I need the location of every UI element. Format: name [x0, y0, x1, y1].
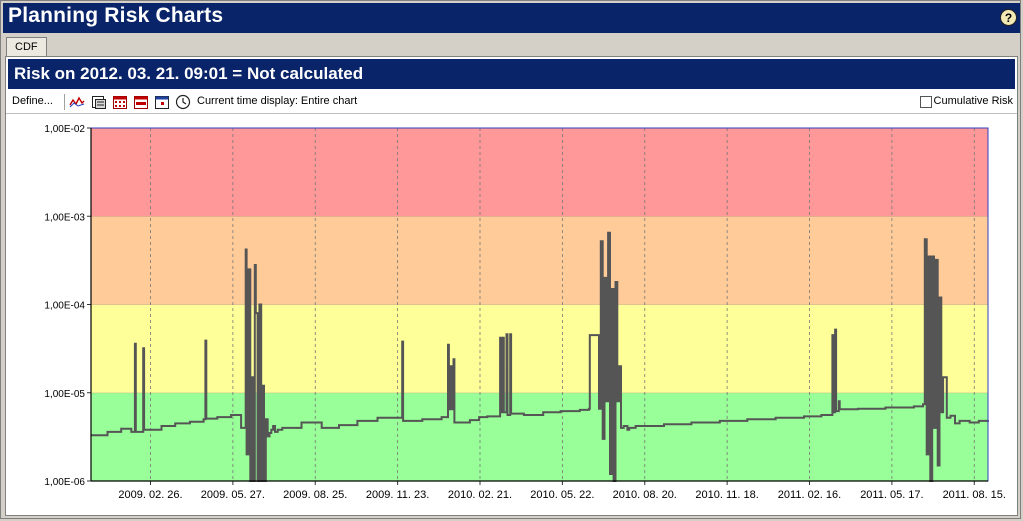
risk-header: Risk on 2012. 03. 21. 09:01 = Not calcul… [8, 59, 1015, 89]
x-tick-label: 2011. 02. 16. [778, 489, 841, 501]
line-chart-icon[interactable] [69, 94, 85, 110]
x-tick-label: 2009. 02. 26. [118, 489, 182, 501]
y-tick-label: 1,00E-03 [44, 212, 85, 223]
x-tick-label: 2010. 05. 22. [530, 489, 594, 501]
help-button[interactable]: ? [1000, 9, 1017, 26]
risk-band-3 [91, 128, 988, 217]
y-tick-label: 1,00E-06 [44, 477, 85, 488]
chart-toolbar: Define... Current time display: Entire c… [6, 91, 1017, 114]
cumulative-risk-label: Cumulative Risk [933, 95, 1013, 107]
x-tick-label: 2010. 08. 20. [613, 489, 677, 501]
x-tick-label: 2009. 11. 23. [366, 489, 429, 501]
x-tick-label: 2010. 02. 21. [448, 489, 512, 501]
toolbar-separator [64, 94, 65, 110]
clock-icon[interactable] [175, 94, 191, 110]
calendar-week-icon[interactable] [133, 94, 149, 110]
calendar-icon[interactable] [112, 94, 128, 110]
x-tick-label: 2011. 08. 15. [943, 489, 1006, 501]
x-tick-label: 2009. 08. 25. [283, 489, 347, 501]
define-button[interactable]: Define... [12, 95, 53, 107]
risk-status-text: Risk on 2012. 03. 21. 09:01 = Not calcul… [14, 64, 364, 83]
x-tick-label: 2010. 11. 18. [695, 489, 758, 501]
y-tick-label: 1,00E-04 [44, 301, 85, 312]
x-tick-label: 2009. 05. 27. [201, 489, 265, 501]
x-tick-label: 2011. 05. 17. [860, 489, 923, 501]
title-bar: Planning Risk Charts ? [3, 3, 1020, 33]
print-preview-icon[interactable] [91, 94, 107, 110]
y-tick-label: 1,00E-02 [44, 124, 85, 135]
window-title: Planning Risk Charts [8, 4, 224, 27]
y-tick-label: 1,00E-05 [44, 389, 85, 400]
risk-band-0 [91, 392, 988, 481]
tab-cdf[interactable]: CDF [6, 37, 47, 56]
tab-strip: CDF [3, 35, 1020, 56]
risk-chart: 2009. 02. 26. 2009. 05. 27. 2009. 08. 25. 2… [44, 124, 1006, 501]
cumulative-risk-checkbox[interactable] [919, 96, 932, 108]
risk-band-2 [91, 216, 988, 305]
current-time-display: Current time display: Entire chart [197, 95, 358, 107]
chart-panel: Risk on 2012. 03. 21. 09:01 = Not calcul… [5, 56, 1018, 516]
calendar-day-icon[interactable] [154, 94, 170, 110]
cumulative-risk-toggle[interactable]: Cumulative Risk [919, 95, 1013, 108]
risk-series-line-0 [91, 231, 989, 482]
risk-chart-area: 2009. 02. 26. 2009. 05. 27. 2009. 08. 25. 2… [6, 114, 1017, 515]
risk-band-1 [91, 304, 988, 393]
